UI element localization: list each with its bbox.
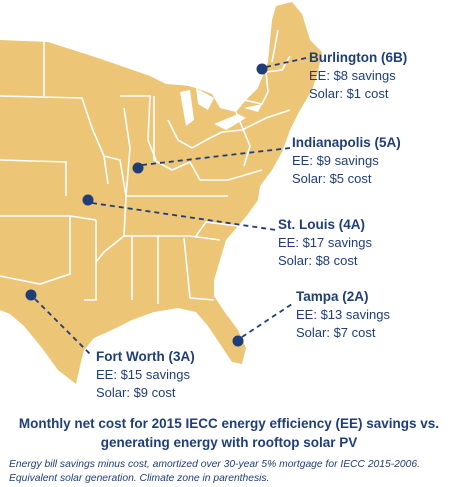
st-louis-leader: [91, 202, 277, 231]
burlington-marker: [256, 63, 268, 75]
burlington-label: Burlington (6B) EE: $8 savings Solar: $1…: [309, 49, 407, 103]
fort-worth-label: Fort Worth (3A) EE: $15 savings Solar: $…: [96, 348, 195, 402]
burlington-leader: [265, 57, 307, 68]
city-name: St. Louis (4A): [278, 217, 365, 232]
ee-value: EE: $17 savings: [278, 235, 372, 250]
city-name: Burlington (6B): [309, 50, 408, 65]
fort-worth-marker: [25, 289, 37, 301]
ee-value: EE: $15 savings: [96, 367, 190, 382]
tampa-leader: [241, 303, 293, 338]
solar-value: Solar: $5 cost: [292, 171, 372, 186]
ee-value: EE: $9 savings: [292, 153, 379, 168]
tampa-label: Tampa (2A) EE: $13 savings Solar: $7 cos…: [296, 288, 390, 342]
ee-value: EE: $13 savings: [296, 307, 390, 322]
indianapolis-leader: [141, 147, 291, 166]
map-subtitle: Energy bill savings minus cost, amortize…: [9, 459, 420, 484]
indianapolis-marker: [132, 162, 144, 174]
state-borders: [0, 29, 291, 304]
solar-value: Solar: $7 cost: [296, 325, 376, 340]
st-louis-label: St. Louis (4A) EE: $17 savings Solar: $8…: [278, 216, 372, 270]
fort-worth-leader: [34, 298, 93, 357]
solar-value: Solar: $1 cost: [309, 86, 389, 101]
st-louis-marker: [82, 194, 94, 206]
city-name: Indianapolis (5A): [292, 135, 401, 150]
city-name: Tampa (2A): [296, 289, 369, 304]
solar-value: Solar: $9 cost: [96, 385, 176, 400]
solar-value: Solar: $8 cost: [278, 253, 358, 268]
tampa-marker: [232, 335, 244, 347]
map-title: Monthly net cost for 2015 IECC energy ef…: [18, 416, 440, 450]
land-mass: [0, 2, 322, 384]
us-map: [0, 2, 322, 384]
great-lakes: [146, 62, 262, 130]
ee-value: EE: $8 savings: [309, 68, 396, 83]
indianapolis-label: Indianapolis (5A) EE: $9 savings Solar: …: [292, 134, 401, 188]
city-name: Fort Worth (3A): [96, 349, 195, 364]
